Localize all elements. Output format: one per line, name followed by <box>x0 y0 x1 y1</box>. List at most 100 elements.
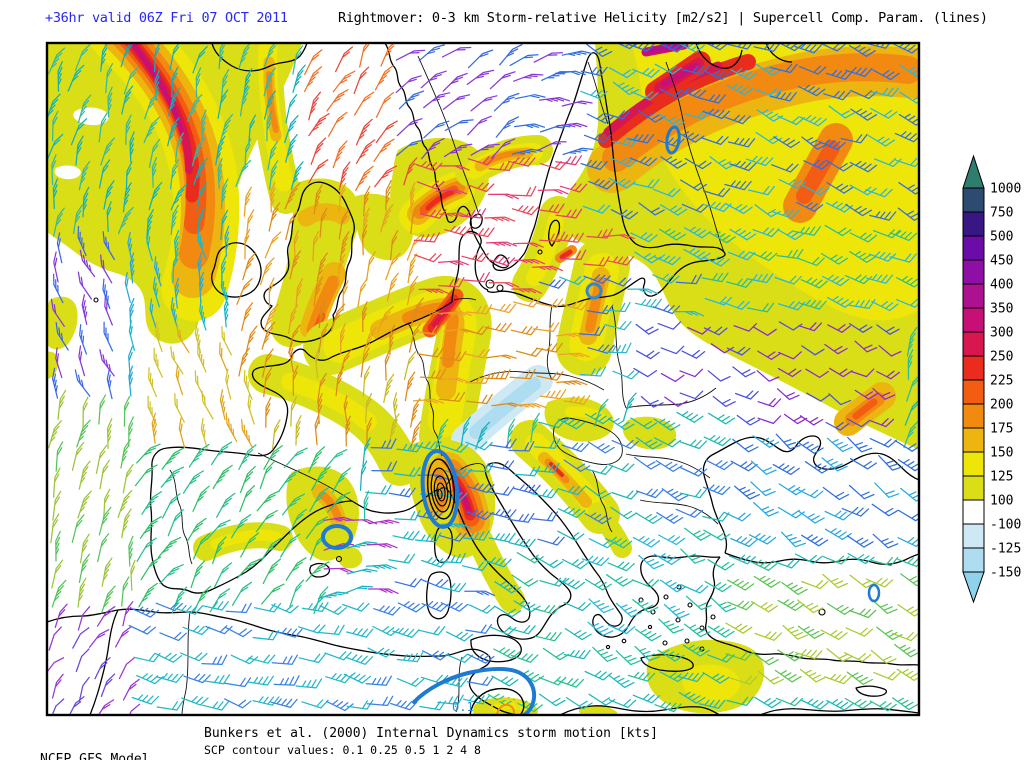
wind-barb <box>128 703 141 715</box>
wind-barb <box>243 186 252 217</box>
wind-barb <box>388 553 416 564</box>
wind-barb <box>638 110 665 123</box>
coastline <box>211 43 308 72</box>
wind-barb <box>532 321 560 333</box>
wind-barb <box>753 575 781 588</box>
wind-barb <box>607 624 636 635</box>
wind-barb <box>782 624 809 640</box>
wind-barb <box>826 295 855 308</box>
wind-barb <box>466 393 493 405</box>
scp-contour-highlight <box>420 449 460 529</box>
wind-barb <box>657 321 682 330</box>
wind-barb <box>889 253 917 263</box>
wind-barb <box>748 532 777 545</box>
wind-barb <box>48 420 62 449</box>
coastline <box>704 556 919 666</box>
wind-barb <box>224 698 252 709</box>
wind-barb <box>848 608 877 619</box>
wind-barb <box>707 625 735 638</box>
wind-barb <box>728 250 756 261</box>
wind-barb <box>745 155 774 167</box>
wind-barb <box>468 604 496 614</box>
wind-barb <box>865 188 893 198</box>
wind-barb <box>51 154 57 186</box>
country-border-layer <box>169 55 725 715</box>
wind-barb <box>508 157 536 167</box>
wind-barb <box>138 582 158 608</box>
wind-barb <box>50 513 60 544</box>
colorbar-bottom-arrow <box>962 571 985 604</box>
wind-barb <box>533 462 560 474</box>
wind-barb <box>899 64 919 77</box>
colorbar-tick-label: 400 <box>990 278 1013 293</box>
wind-barb <box>438 391 466 402</box>
wind-barb <box>484 368 511 380</box>
wind-barb <box>538 693 566 707</box>
wind-barb <box>340 323 346 355</box>
wind-barb <box>849 232 878 243</box>
wind-barb <box>271 604 299 614</box>
colorbar-legend: 1000 750 500 450 400 350 300 250 225 200 175 150 125… <box>962 154 1021 604</box>
wind-barb <box>681 349 706 359</box>
wind-barb <box>823 90 851 101</box>
wind-barb <box>418 44 446 62</box>
wind-barb <box>317 393 323 425</box>
wind-barb <box>818 139 846 151</box>
wind-barb <box>561 50 593 57</box>
wind-barb <box>757 398 782 408</box>
wind-barb <box>103 180 115 210</box>
wind-barb <box>846 418 871 428</box>
wind-barb <box>308 112 330 137</box>
wind-barb <box>555 332 588 338</box>
wind-barb <box>442 72 468 92</box>
wind-barb <box>223 296 229 328</box>
wind-barb <box>77 577 87 608</box>
colorbar-tick-label: 250 <box>990 350 1013 365</box>
wind-barb <box>220 69 230 100</box>
wind-barb <box>604 536 633 549</box>
wind-barb <box>51 367 59 399</box>
wind-barb <box>611 439 640 450</box>
wind-barb <box>897 509 919 522</box>
wind-barb <box>870 649 897 664</box>
wind-barb <box>123 396 131 427</box>
wind-barb <box>515 347 544 358</box>
wind-barb <box>755 63 782 76</box>
wind-barb <box>285 557 307 581</box>
wind-barb <box>872 69 900 81</box>
wind-barb <box>725 203 753 215</box>
coastline <box>592 555 721 638</box>
wind-barb <box>178 417 186 449</box>
wind-barb <box>632 535 661 548</box>
wind-barb <box>653 553 681 566</box>
helicity-fill <box>544 397 614 442</box>
wind-barb <box>335 366 345 397</box>
wind-barb <box>632 598 659 613</box>
colorbar-cell <box>962 403 985 429</box>
wind-barb <box>412 398 444 404</box>
wind-barb <box>561 300 589 311</box>
wind-barb <box>368 519 400 525</box>
wind-barb <box>780 531 807 548</box>
wind-barb <box>410 297 425 327</box>
coastline <box>470 634 522 663</box>
coastline <box>444 469 572 640</box>
wind-barb <box>219 342 229 373</box>
scp-contour <box>412 666 537 715</box>
wind-barb <box>778 321 803 331</box>
wind-barb <box>273 675 300 686</box>
wind-barb <box>580 159 608 171</box>
wind-barb <box>192 485 210 512</box>
wind-barb <box>556 122 588 128</box>
wind-barb <box>56 232 63 264</box>
wind-barb <box>102 231 115 261</box>
wind-barb <box>539 124 571 133</box>
wind-barb <box>778 300 806 311</box>
wind-barb <box>215 135 226 166</box>
wind-barb <box>396 139 424 157</box>
wind-barb <box>230 514 252 539</box>
wind-barb <box>658 618 684 634</box>
wind-barb <box>903 420 919 449</box>
wind-barb <box>563 459 591 472</box>
wind-barb <box>152 276 160 308</box>
